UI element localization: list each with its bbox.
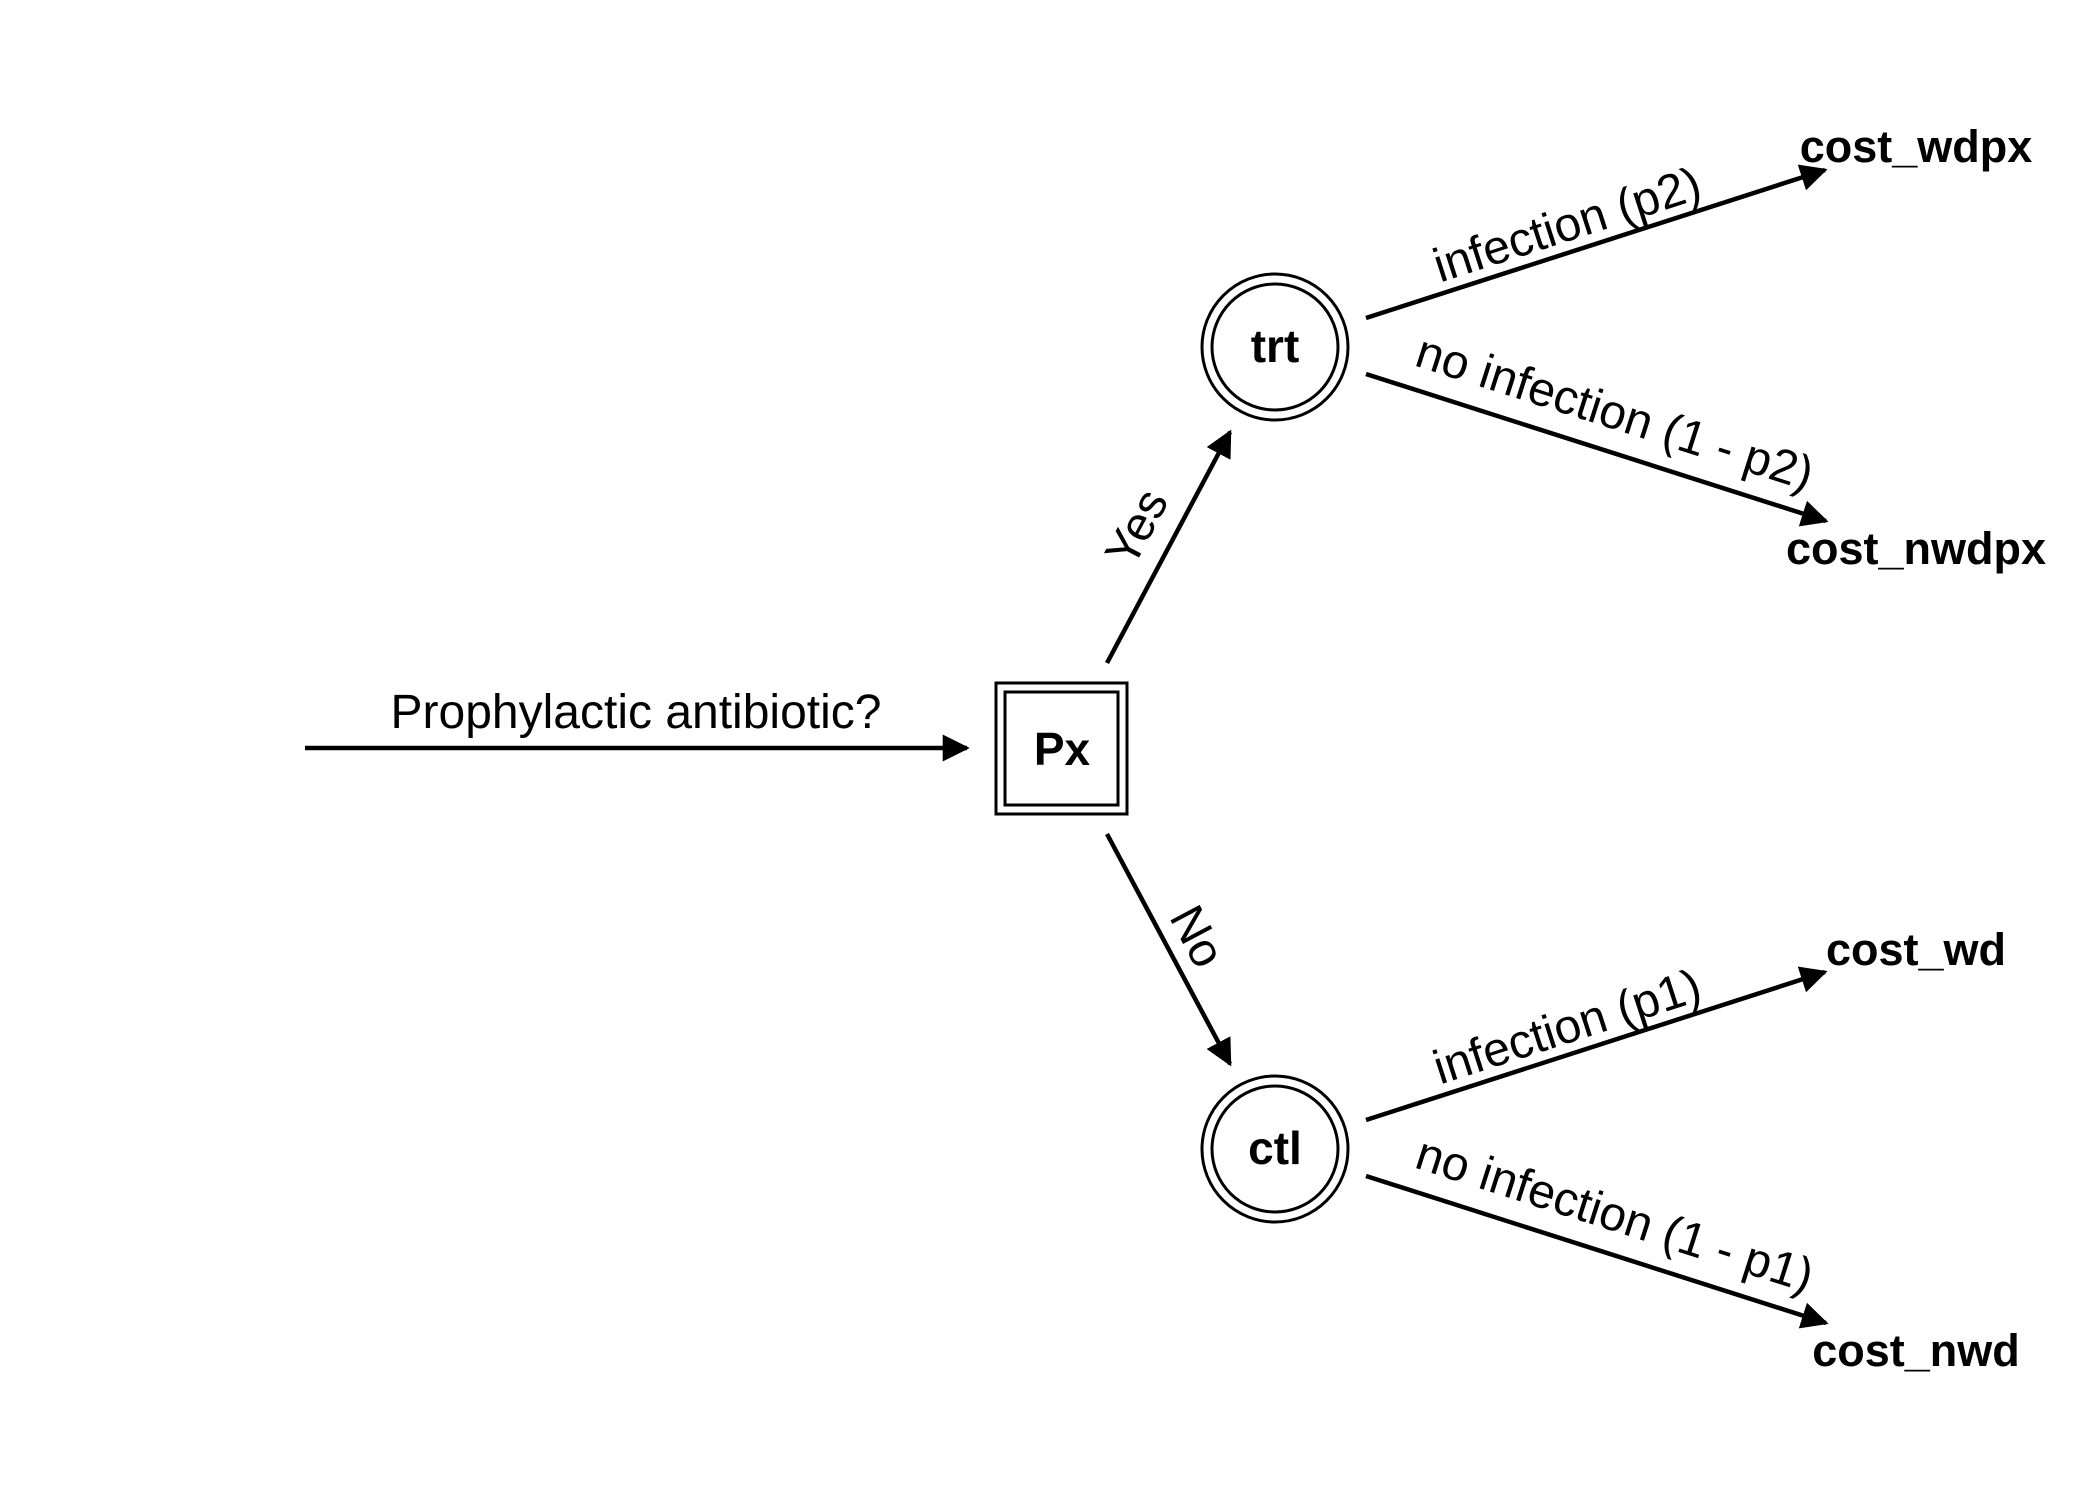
trt-no-infection-label: no infection (1 - p2): [1410, 325, 1820, 501]
chance-node-ctl-label: ctl: [1248, 1122, 1302, 1174]
question-label: Prophylactic antibiotic?: [391, 686, 882, 739]
yes-edge: [1105, 429, 1232, 665]
ctl-infection-edge: [1365, 966, 1828, 1123]
ctl-infection-label: infection (p1): [1427, 959, 1707, 1095]
yes-label: Yes: [1096, 481, 1180, 575]
trt-infection-edge: [1365, 164, 1828, 321]
terminal-cost-nwdpx: cost_nwdpx: [1786, 523, 2046, 574]
decision-node: Px: [994, 681, 1129, 816]
decision-node-label: Px: [1034, 723, 1091, 775]
terminal-cost-wdpx: cost_wdpx: [1800, 121, 2033, 172]
chance-node-trt-label: trt: [1251, 320, 1300, 372]
no-edge: [1105, 832, 1232, 1067]
chance-node-trt: trt: [1200, 272, 1350, 422]
ctl-no-infection-label: no infection (1 - p1): [1410, 1127, 1820, 1303]
trt-infection-label: infection (p2): [1427, 157, 1707, 293]
terminal-cost-nwd: cost_nwd: [1812, 1325, 2020, 1376]
no-label: No: [1159, 897, 1235, 976]
ctl-no-infection-edge: [1365, 1173, 1829, 1329]
trt-no-infection-edge: [1365, 371, 1829, 527]
chance-node-ctl: ctl: [1200, 1074, 1350, 1224]
terminal-cost-wd: cost_wd: [1826, 924, 2006, 975]
